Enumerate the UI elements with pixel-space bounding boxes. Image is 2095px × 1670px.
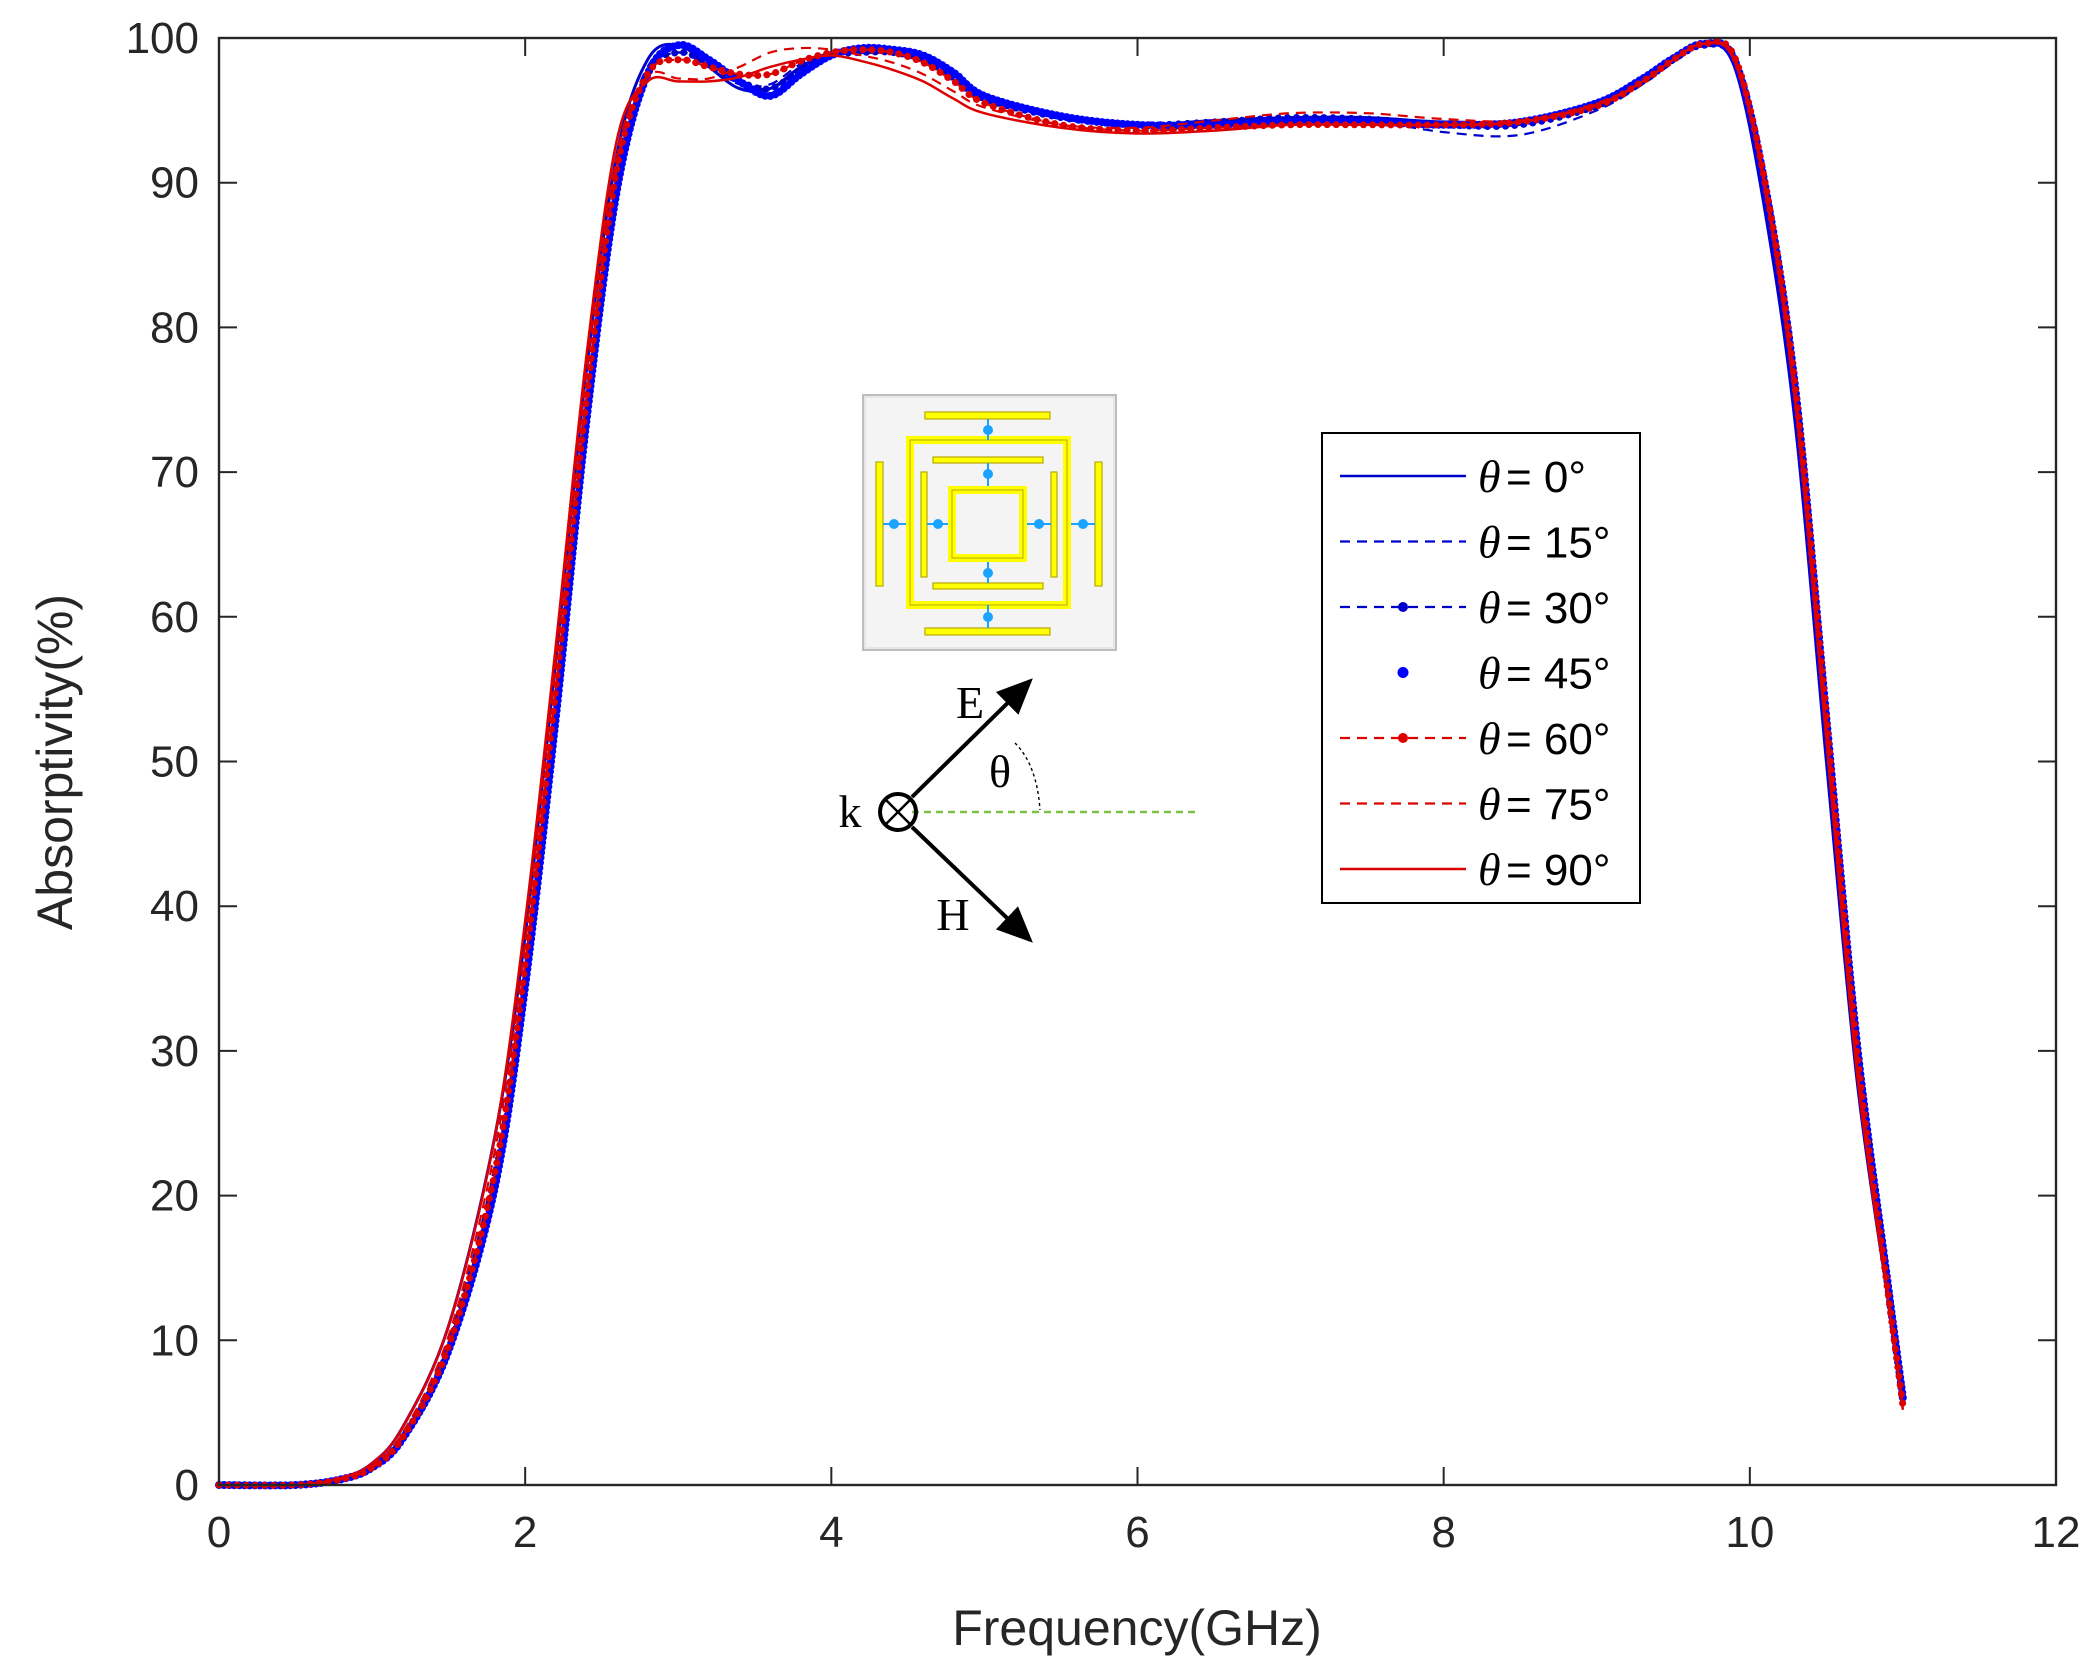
legend-theta-symbol: θ	[1478, 713, 1501, 764]
y-tick-label: 90	[150, 159, 199, 208]
y-tick-label: 40	[150, 882, 199, 931]
legend-item: θ = 75°	[1340, 779, 1610, 830]
legend-label: = 75°	[1506, 781, 1610, 830]
legend-label: = 0°	[1506, 453, 1586, 502]
y-tick-label: 20	[150, 1172, 199, 1221]
legend-label: = 90°	[1506, 846, 1610, 895]
legend-theta-symbol: θ	[1478, 844, 1501, 895]
y-tick-label: 30	[150, 1027, 199, 1076]
y-tick-label: 0	[175, 1461, 199, 1510]
legend-swatch-marker	[1398, 602, 1408, 612]
y-tick-label: 60	[150, 593, 199, 642]
y-tick-label: 100	[126, 14, 199, 63]
y-tick-label: 10	[150, 1316, 199, 1365]
axis-ticks: 0 2 4 6 8 10 12 0 10 20 30 40 50 60 70 80 90 100	[126, 14, 2081, 1557]
x-tick-label: 2	[513, 1508, 537, 1557]
y-tick-label: 70	[150, 448, 199, 497]
y-tick-label: 80	[150, 303, 199, 352]
x-tick-label: 8	[1431, 1508, 1455, 1557]
inset-label-e: E	[956, 677, 984, 728]
legend-swatch-marker	[1397, 667, 1409, 678]
x-tick-label: 12	[2032, 1508, 2081, 1557]
legend-theta-symbol: θ	[1478, 779, 1501, 830]
legend-item: θ = 0°	[1340, 451, 1586, 502]
series-group	[215, 37, 1907, 1490]
y-tick-label: 50	[150, 738, 199, 787]
legend-theta-symbol: θ	[1478, 648, 1501, 699]
legend: θ = 0°θ = 15°θ = 30°θ = 45°θ = 60°θ = 75°θ = 90…	[1321, 432, 1641, 904]
legend-label: = 45°	[1506, 650, 1610, 699]
legend-item: θ = 30°	[1340, 582, 1610, 633]
inset-label-k: k	[839, 786, 862, 837]
legend-item: θ = 90°	[1340, 844, 1610, 895]
h-field-arrow	[910, 825, 1033, 943]
legend-swatch-marker	[1398, 733, 1408, 743]
k-vector-into-page-icon	[878, 792, 918, 832]
legend-label: = 15°	[1506, 519, 1610, 568]
series-line-6	[218, 41, 1905, 1487]
x-tick-label: 4	[819, 1508, 843, 1557]
x-axis-label: Frequency(GHz)	[952, 1600, 1322, 1656]
legend-label: = 60°	[1506, 715, 1610, 764]
inset-unit-cell-image	[862, 394, 1117, 651]
inset-field-diagram: E H k θ	[839, 677, 1200, 943]
e-field-arrow	[910, 678, 1033, 799]
plot-frame	[217, 36, 2058, 1487]
legend-theta-symbol: θ	[1478, 517, 1501, 568]
legend-label: = 30°	[1506, 584, 1610, 633]
x-tick-label: 6	[1125, 1508, 1149, 1557]
legend-item: θ = 15°	[1340, 517, 1610, 568]
theta-arc	[1014, 742, 1041, 811]
legend-item: θ = 45°	[1397, 648, 1610, 699]
legend-box	[1321, 432, 1641, 904]
legend-theta-symbol: θ	[1478, 451, 1501, 502]
x-tick-label: 0	[207, 1508, 231, 1557]
x-tick-label: 10	[1725, 1508, 1774, 1557]
legend-item: θ = 60°	[1340, 713, 1610, 764]
legend-theta-symbol: θ	[1478, 582, 1501, 633]
inset-label-h: H	[936, 889, 969, 940]
y-axis-label: Absorptivity(%)	[27, 594, 83, 930]
inset-label-theta: θ	[989, 746, 1011, 797]
